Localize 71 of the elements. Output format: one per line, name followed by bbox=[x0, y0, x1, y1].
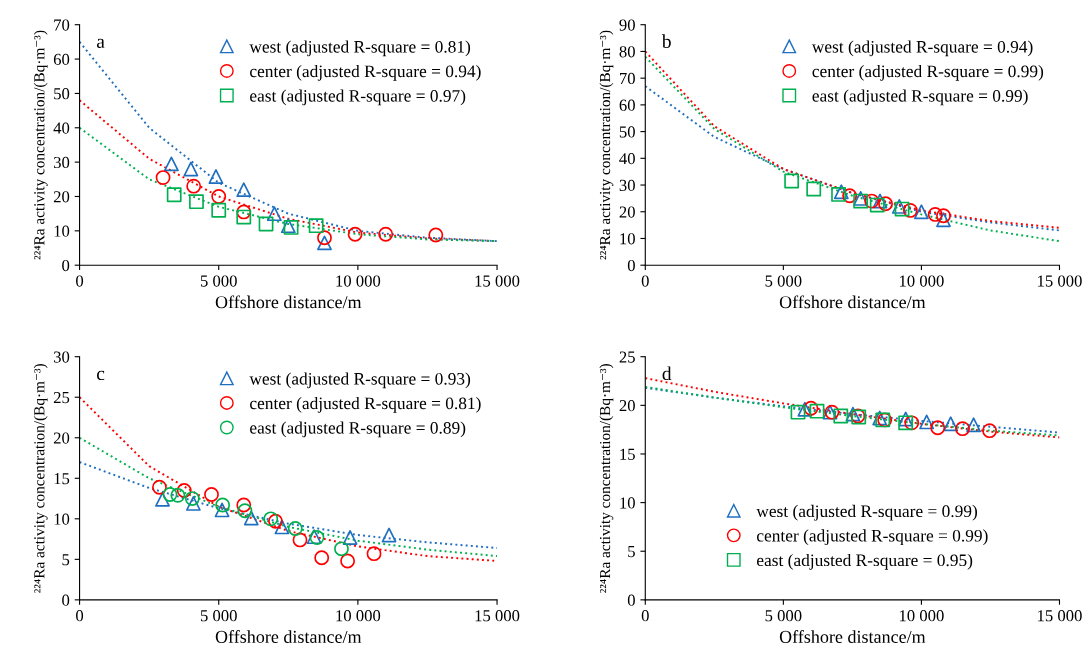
x-tick-label: 10 000 bbox=[336, 275, 381, 287]
x-tick-label: 10 000 bbox=[899, 610, 944, 622]
y-tick-label: 40 bbox=[53, 122, 70, 134]
y-tick-label: 25 bbox=[53, 391, 70, 404]
x-tick-label: 15 000 bbox=[475, 275, 520, 287]
y-tick-label: 0 bbox=[62, 594, 70, 606]
legend-label: center (adjusted R-square = 0.99) bbox=[812, 64, 1044, 81]
y-tick-label: 70 bbox=[54, 19, 70, 31]
y-tick-label: 10 bbox=[54, 225, 70, 237]
legend-label: east (adjusted R-square = 0.97) bbox=[250, 89, 466, 106]
legend-label: center (adjusted R-square = 0.94) bbox=[250, 64, 481, 81]
y-tick-label: 0 bbox=[627, 259, 635, 272]
x-tick-label: 15 000 bbox=[1038, 610, 1082, 622]
y-tick-label: 0 bbox=[62, 259, 70, 272]
legend-label: west (adjusted R-square = 0.99) bbox=[756, 504, 978, 521]
y-tick-label: 5 bbox=[62, 554, 70, 566]
legend-label: east (adjusted R-square = 0.89) bbox=[250, 421, 466, 438]
legend-label: center (adjusted R-square = 0.81) bbox=[250, 396, 481, 413]
y-tick-label: 15 bbox=[54, 473, 70, 485]
annotation: b bbox=[661, 34, 671, 49]
legend-label: west (adjusted R-square = 0.81) bbox=[249, 40, 471, 57]
annotation: d bbox=[662, 366, 672, 381]
x-axis-title: Offshore distance/m bbox=[779, 295, 926, 309]
legend-label: west (adjusted R-square = 0.93) bbox=[249, 372, 471, 389]
y-tick-label: 10 bbox=[620, 233, 635, 245]
x-tick-label: 5 000 bbox=[200, 275, 237, 287]
x-axis-title: Offshore distance/m bbox=[215, 630, 362, 643]
y-tick-label: 40 bbox=[619, 153, 635, 165]
y-tick-label: 30 bbox=[53, 156, 70, 169]
x-tick-label: 15 000 bbox=[1038, 275, 1082, 287]
y-tick-label: 70 bbox=[619, 72, 635, 85]
y-axis-title: ²²⁴Ra activity concentration/(Bq·m⁻³) bbox=[599, 364, 614, 593]
x-tick-label: 0 bbox=[641, 275, 649, 287]
y-tick-label: 15 bbox=[620, 448, 635, 460]
legend-label: center (adjusted R-square = 0.99) bbox=[756, 529, 988, 546]
x-tick-label: 10 000 bbox=[336, 610, 381, 622]
y-tick-label: 50 bbox=[619, 126, 635, 138]
y-tick-label: 25 bbox=[619, 351, 635, 363]
y-tick-label: 60 bbox=[619, 99, 635, 111]
y-tick-label: 5 bbox=[628, 546, 635, 558]
y-axis-title: ²²⁴Ra activity concentration/(Bq·m⁻³) bbox=[599, 30, 614, 260]
legend-label: west (adjusted R-square = 0.94) bbox=[811, 40, 1033, 57]
x-tick-label: 0 bbox=[76, 275, 84, 287]
y-tick-label: 60 bbox=[53, 53, 70, 66]
y-tick-label: 50 bbox=[54, 88, 70, 100]
annotation: a bbox=[96, 38, 105, 49]
x-tick-label: 5 000 bbox=[765, 610, 802, 622]
x-tick-label: 0 bbox=[76, 610, 84, 622]
x-axis-title: Offshore distance/m bbox=[215, 295, 362, 309]
annotation: c bbox=[97, 370, 105, 381]
x-tick-label: 5 000 bbox=[200, 610, 237, 622]
y-tick-label: 20 bbox=[619, 400, 635, 412]
y-tick-label: 30 bbox=[619, 179, 635, 191]
y-tick-label: 80 bbox=[619, 46, 635, 58]
y-axis-title: ²²⁴Ra activity concentration/(Bq·m⁻³) bbox=[33, 364, 48, 593]
y-tick-label: 30 bbox=[53, 351, 70, 363]
x-tick-label: 5 000 bbox=[765, 275, 802, 287]
x-tick-label: 15 000 bbox=[475, 610, 520, 622]
x-tick-label: 0 bbox=[641, 610, 649, 622]
legend-label: east (adjusted R-square = 0.95) bbox=[757, 553, 973, 570]
y-tick-label: 90 bbox=[619, 19, 635, 31]
y-tick-label: 20 bbox=[53, 191, 70, 203]
y-tick-label: 10 bbox=[54, 513, 70, 525]
legend-label: east (adjusted R-square = 0.99) bbox=[812, 89, 1028, 106]
y-tick-label: 0 bbox=[627, 594, 635, 606]
x-tick-label: 10 000 bbox=[899, 275, 944, 287]
y-tick-label: 10 bbox=[620, 497, 635, 509]
x-axis-title: Offshore distance/m bbox=[779, 630, 926, 643]
y-axis-title: ²²⁴Ra activity concentration/(Bq·m⁻³) bbox=[33, 30, 48, 260]
y-tick-label: 20 bbox=[619, 206, 635, 218]
y-tick-label: 20 bbox=[53, 432, 70, 444]
